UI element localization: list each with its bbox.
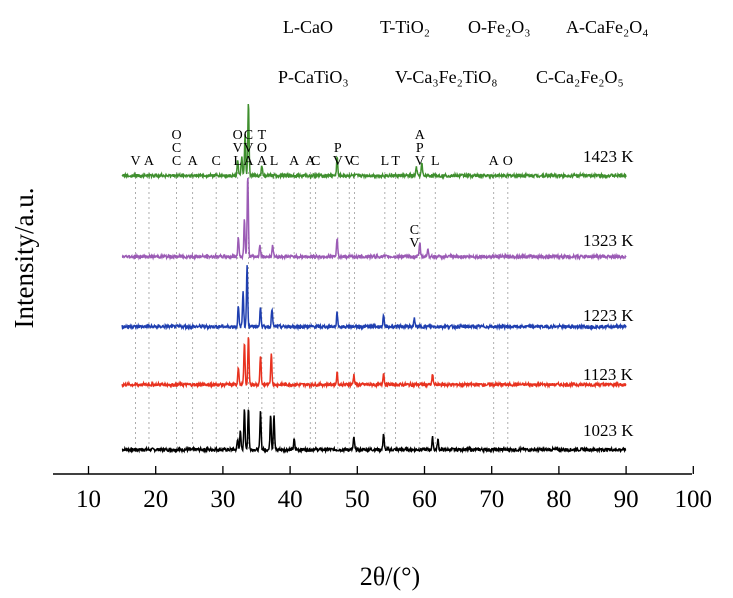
phase-marker: V (409, 236, 419, 251)
x-tick-label: 90 (614, 486, 639, 513)
phase-marker: A (188, 154, 199, 169)
phase-marker: L (233, 154, 242, 169)
phase-marker: T (258, 128, 267, 143)
x-axis-ticks: 10 20 30 40 50 60 70 80 90 100 (76, 466, 712, 513)
x-axis-label: 2θ/(°) (360, 562, 420, 591)
phase-marker: C (410, 223, 419, 238)
phase-marker: V (233, 141, 243, 156)
phase-marker: T (391, 154, 400, 169)
x-tick-label: 60 (412, 486, 437, 513)
phase-marker: O (171, 128, 181, 143)
legend-entry: T-TiO₂ (380, 17, 430, 37)
legend-entry: C-Ca₂Fe₂O₅ (536, 67, 624, 87)
legend-entry: V-Ca₃Fe₂TiO₈ (395, 67, 498, 87)
phase-marker: C (311, 154, 320, 169)
series-label: 1223 K (583, 306, 634, 325)
legend: L-CaO T-TiO₂ O-Fe₂O₃ A-CaFe₂O₄ P-CaTiO₃ V-Ca₃… (278, 17, 649, 87)
series-line (121, 265, 627, 332)
phase-marker: A (489, 154, 500, 169)
phase-marker: L (381, 154, 390, 169)
phase-marker: A (289, 154, 300, 169)
phase-marker: P (334, 141, 342, 156)
series-label: 1123 K (583, 365, 634, 384)
x-tick-label: 50 (345, 486, 370, 513)
series-label: 1423 K (583, 147, 634, 166)
phase-marker: C (172, 141, 181, 156)
legend-entry: O-Fe₂O₃ (468, 17, 531, 37)
x-tick-label: 80 (546, 486, 571, 513)
series-labels: 1023 K 1123 K 1223 K 1323 K 1423 K (583, 147, 634, 440)
phase-marker: V (333, 154, 343, 169)
phase-marker: V (415, 154, 425, 169)
x-tick-label: 20 (143, 486, 168, 513)
legend-entry: P-CaTiO₃ (278, 67, 349, 87)
series-label: 1323 K (583, 231, 634, 250)
phase-marker: A (144, 154, 155, 169)
phase-marker: O (233, 128, 243, 143)
x-tick-label: 40 (278, 486, 303, 513)
phase-marker: V (130, 154, 140, 169)
x-tick-label: 100 (675, 486, 713, 513)
series-line (121, 409, 627, 455)
series-group (121, 103, 627, 455)
phase-marker: O (503, 154, 513, 169)
legend-entry: L-CaO (283, 17, 333, 37)
phase-marker: L (270, 154, 279, 169)
phase-marker: A (257, 154, 268, 169)
x-tick-label: 70 (479, 486, 504, 513)
phase-marker: A (243, 154, 254, 169)
phase-marker: V (344, 154, 354, 169)
phase-marker: V (243, 141, 253, 156)
x-tick-label: 10 (76, 486, 101, 513)
phase-marker: L (431, 154, 440, 169)
dashed-guides (135, 172, 509, 450)
phase-marker: C (350, 154, 359, 169)
phase-marker: A (305, 154, 316, 169)
phase-marker: C (172, 154, 181, 169)
legend-entry: A-CaFe₂O₄ (566, 17, 649, 37)
series-line (121, 337, 627, 390)
phase-marker: P (416, 141, 424, 156)
x-tick-label: 30 (210, 486, 235, 513)
y-axis-label: Intensity/a.u. (9, 188, 39, 329)
phase-marker: A (415, 128, 426, 143)
phase-marker: C (244, 128, 253, 143)
phase-marker: C (212, 154, 221, 169)
series-label: 1023 K (583, 421, 634, 440)
series-line (121, 103, 627, 181)
series-line (121, 177, 627, 262)
phase-marker: O (257, 141, 267, 156)
